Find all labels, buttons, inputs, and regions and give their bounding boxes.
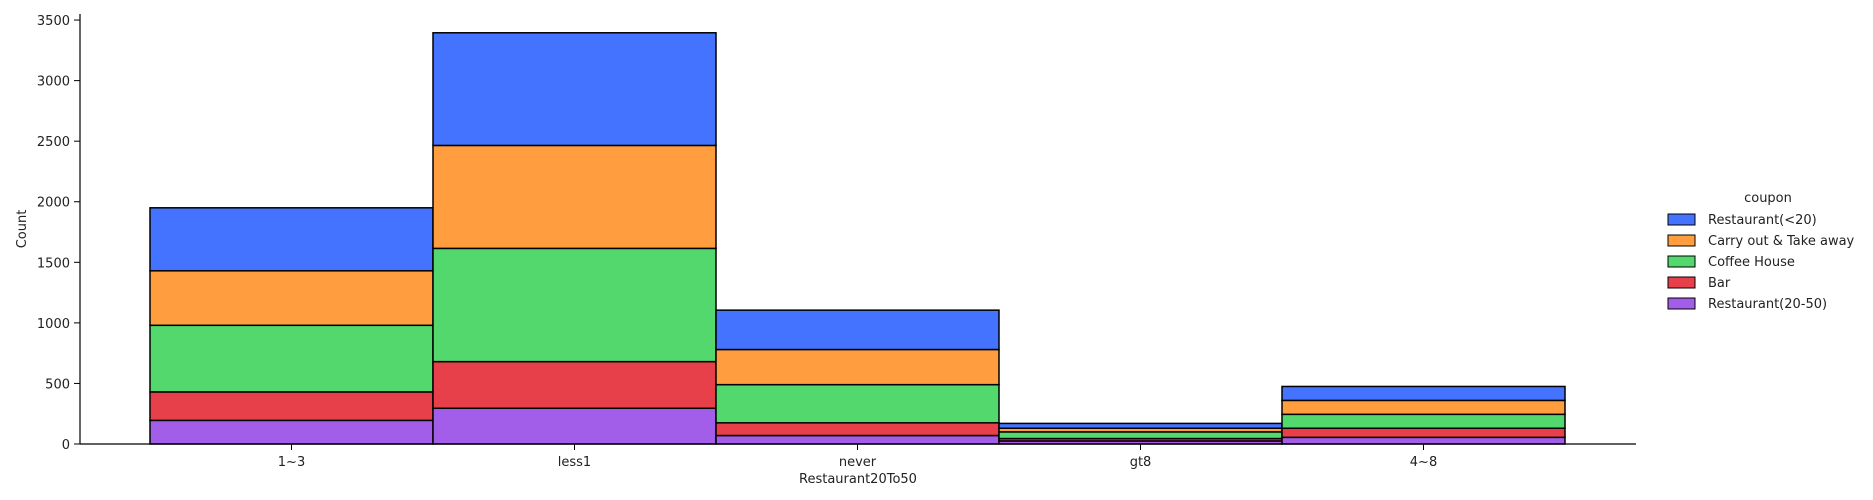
bar-segment-gt8-Restaurant(<20) — [998, 422, 1283, 430]
bar-segment-less1-Restaurant(20-50) — [432, 407, 717, 445]
bar-segment-4~8-Restaurant(20-50) — [1281, 436, 1566, 445]
legend-swatch — [1667, 297, 1696, 310]
bar-segment-never-Carry out & Take away — [715, 348, 1000, 386]
bar-segment-1~3-Bar — [149, 391, 434, 422]
x-axis-label: Restaurant20To50 — [799, 472, 917, 487]
y-tick-label: 2000 — [37, 196, 70, 211]
legend-entry-label: Restaurant(20-50) — [1708, 297, 1827, 312]
legend-swatch — [1667, 213, 1696, 226]
bar-segment-never-Bar — [715, 422, 1000, 437]
bar-segment-1~3-Coffee House — [149, 324, 434, 393]
legend-swatch — [1667, 255, 1696, 268]
x-tick-label: never — [839, 455, 877, 470]
bar-segment-4~8-Restaurant(<20) — [1281, 385, 1566, 402]
bar-segment-less1-Coffee House — [432, 247, 717, 363]
bars-layer — [149, 32, 1566, 445]
x-tick-label: less1 — [558, 455, 591, 470]
y-tick-label: 2500 — [37, 135, 70, 150]
bar-segment-less1-Carry out & Take away — [432, 144, 717, 250]
bar-segment-gt8-Coffee House — [998, 431, 1283, 440]
x-tick-label: 4~8 — [1410, 455, 1437, 470]
bar-segment-1~3-Carry out & Take away — [149, 270, 434, 327]
x-tick-label: gt8 — [1130, 455, 1152, 470]
y-axis: 0 500 1000 1500 2000 2500 3000 3500 — [37, 14, 81, 453]
legend-title: coupon — [1744, 191, 1792, 206]
legend-entry-label: Coffee House — [1708, 255, 1795, 270]
bar-segment-1~3-Restaurant(20-50) — [149, 419, 434, 445]
legend-swatch — [1667, 234, 1696, 247]
bar-segment-less1-Restaurant(<20) — [432, 32, 717, 147]
legend-entry-label: Carry out & Take away — [1708, 234, 1855, 249]
y-tick-label: 1500 — [37, 256, 70, 271]
y-tick-label: 0 — [62, 438, 70, 453]
bar-segment-4~8-Carry out & Take away — [1281, 399, 1566, 416]
legend-entry-label: Restaurant(<20) — [1708, 213, 1817, 228]
y-tick-label: 1000 — [37, 317, 70, 332]
legend-entry-label: Bar — [1708, 276, 1731, 291]
y-tick-label: 500 — [45, 377, 70, 392]
y-tick-label: 3500 — [37, 14, 70, 29]
bar-segment-4~8-Bar — [1281, 427, 1566, 439]
bar-segment-never-Restaurant(20-50) — [715, 434, 1000, 445]
x-axis: 1~3 less1 never gt8 4~8 — [80, 443, 1636, 470]
bar-segment-never-Coffee House — [715, 383, 1000, 424]
bar-segment-never-Restaurant(<20) — [715, 309, 1000, 351]
legend-swatch — [1667, 276, 1696, 289]
bar-segment-less1-Bar — [432, 360, 717, 410]
x-tick-label: 1~3 — [278, 455, 305, 470]
bar-segment-1~3-Restaurant(<20) — [149, 207, 434, 272]
bar-segment-4~8-Coffee House — [1281, 413, 1566, 430]
y-tick-label: 3000 — [37, 75, 70, 90]
y-axis-label: Count — [15, 210, 30, 249]
legend: coupon Restaurant(<20) Carry out & Take a… — [1667, 191, 1855, 312]
